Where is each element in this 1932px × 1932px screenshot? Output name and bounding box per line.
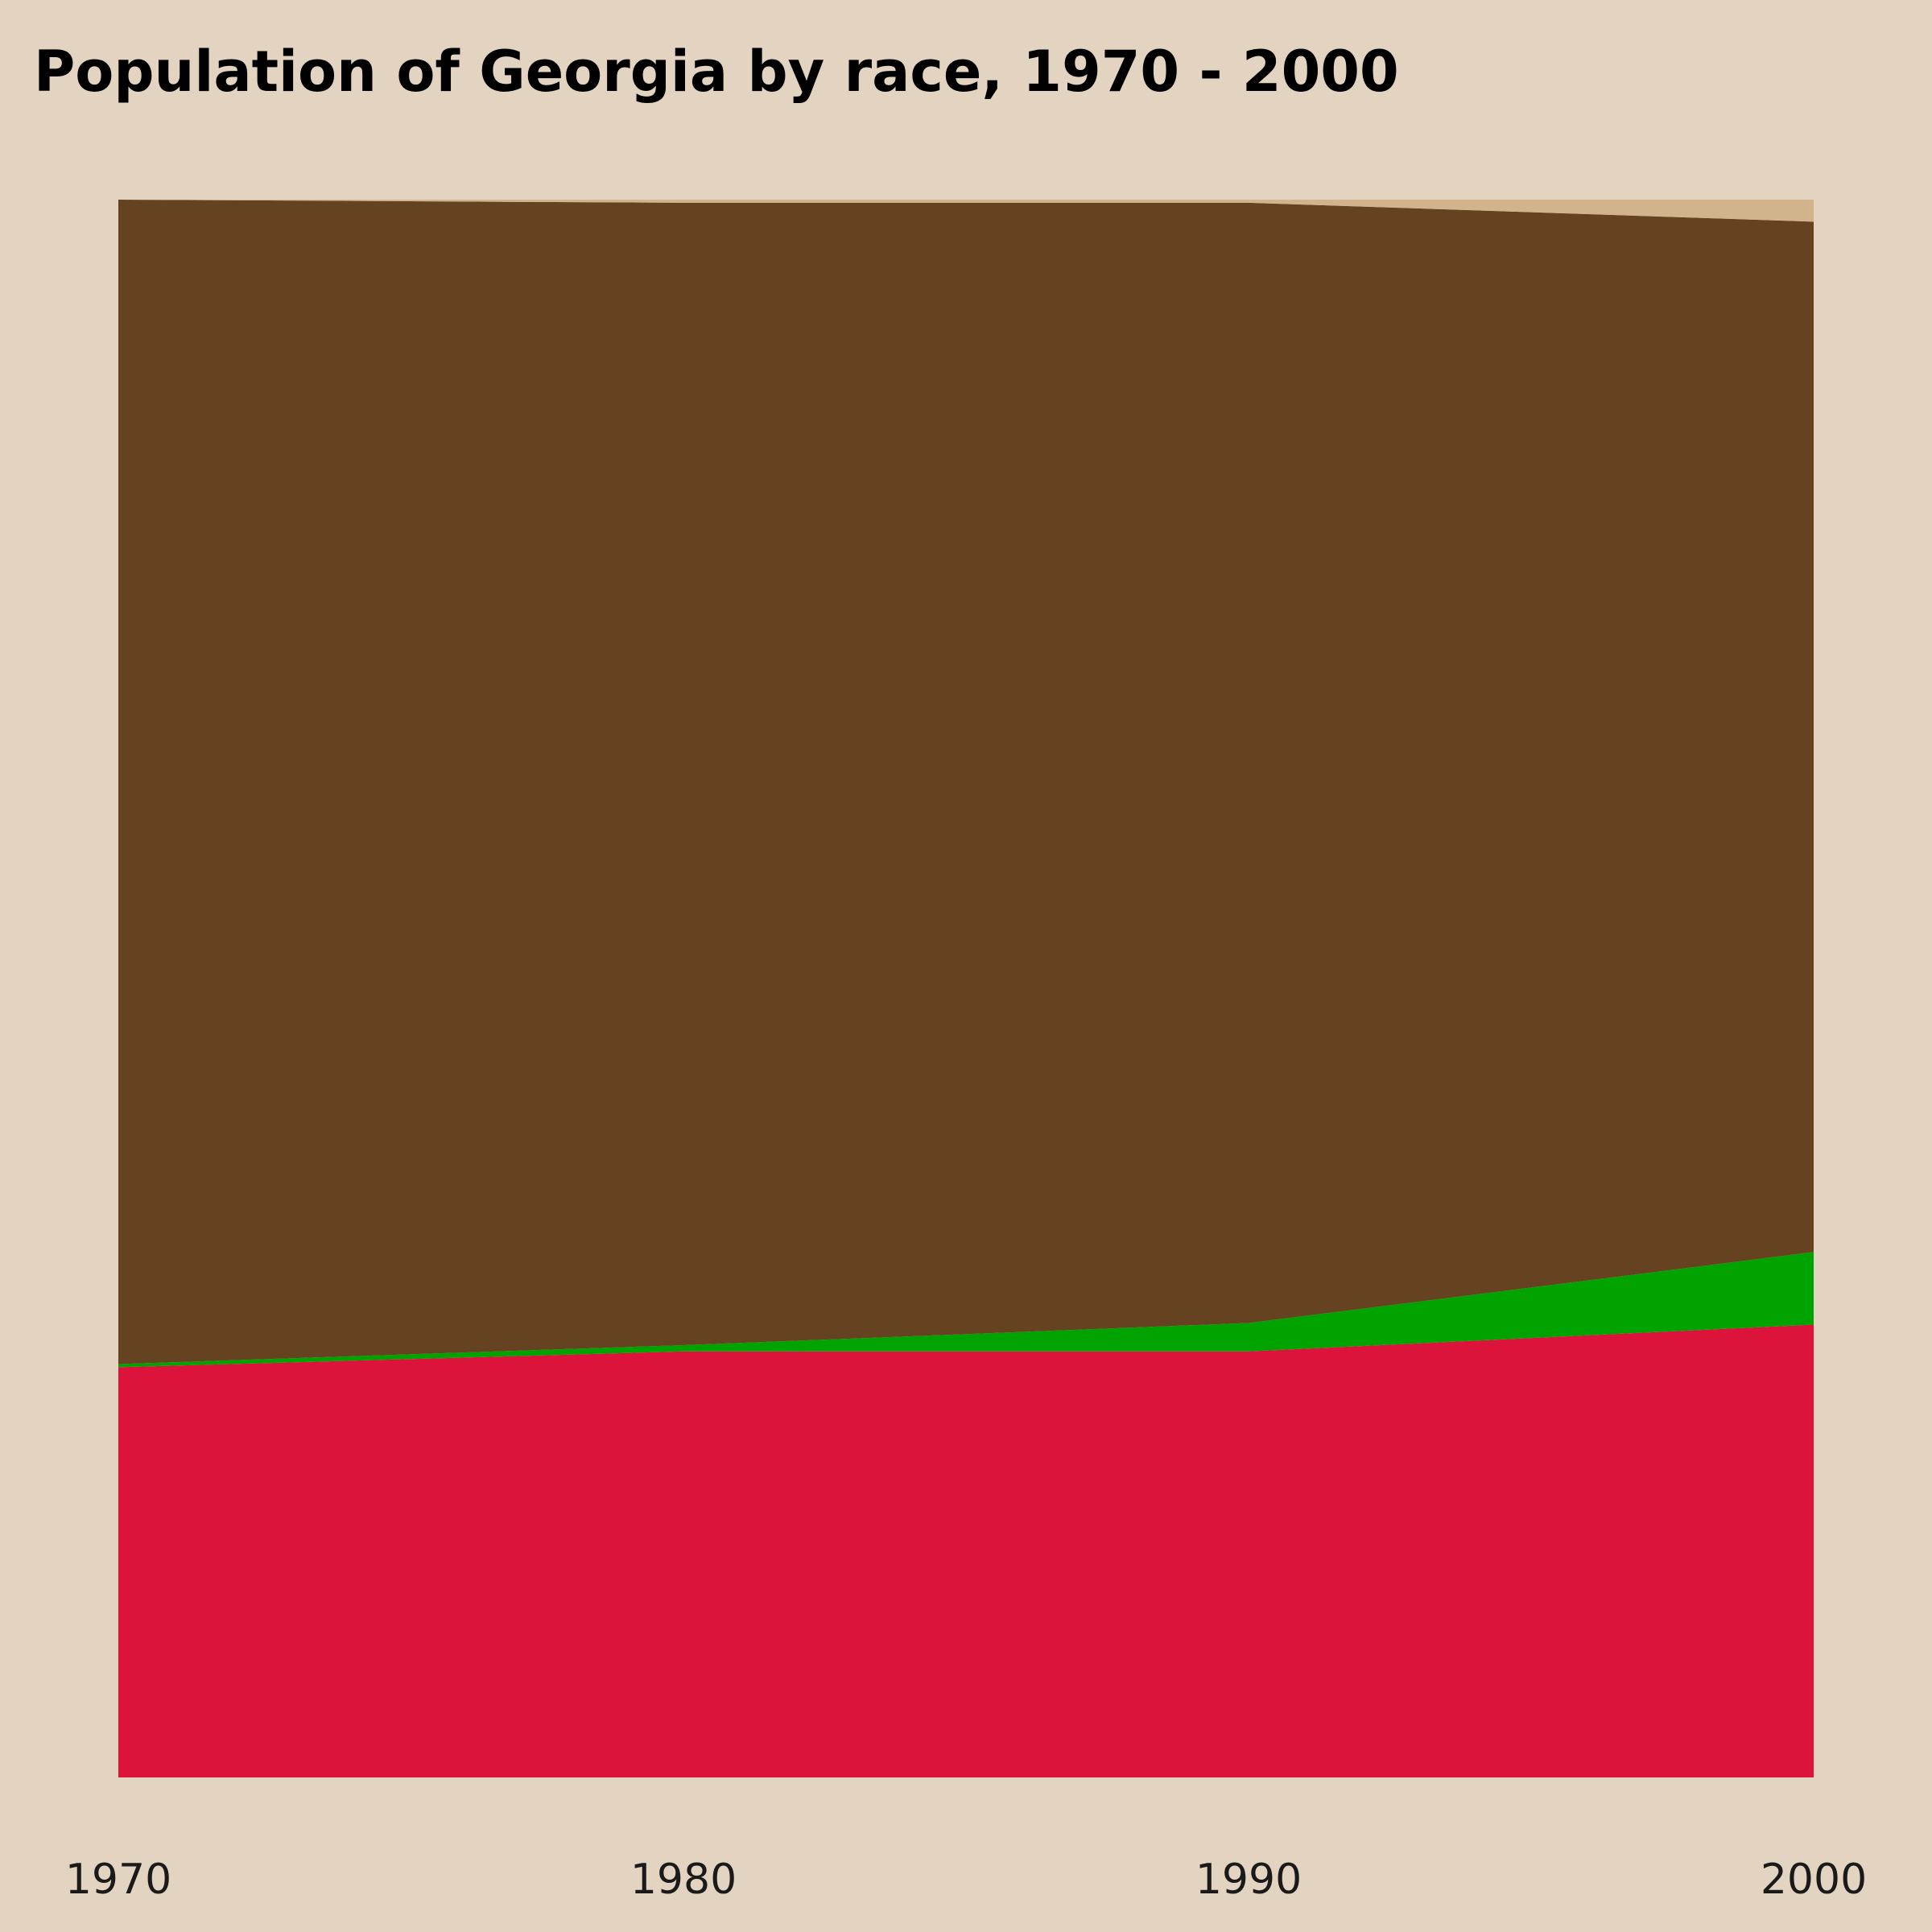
x-tick-label: 1980: [630, 1856, 737, 1904]
area-series-2: [118, 1252, 1814, 1368]
area-series-1: [118, 1324, 1814, 1777]
area-series-4: [118, 200, 1814, 222]
chart-title: Population of Georgia by race, 1970 - 20…: [34, 39, 1399, 105]
x-tick-label: 2000: [1761, 1856, 1867, 1904]
x-axis-ticks: 1970 1980 1990 2000: [65, 1856, 1867, 1904]
x-tick-label: 1970: [65, 1856, 171, 1904]
area-series-group: [118, 200, 1814, 1777]
x-tick-label: 1990: [1195, 1856, 1302, 1904]
area-series-3: [118, 200, 1814, 1364]
